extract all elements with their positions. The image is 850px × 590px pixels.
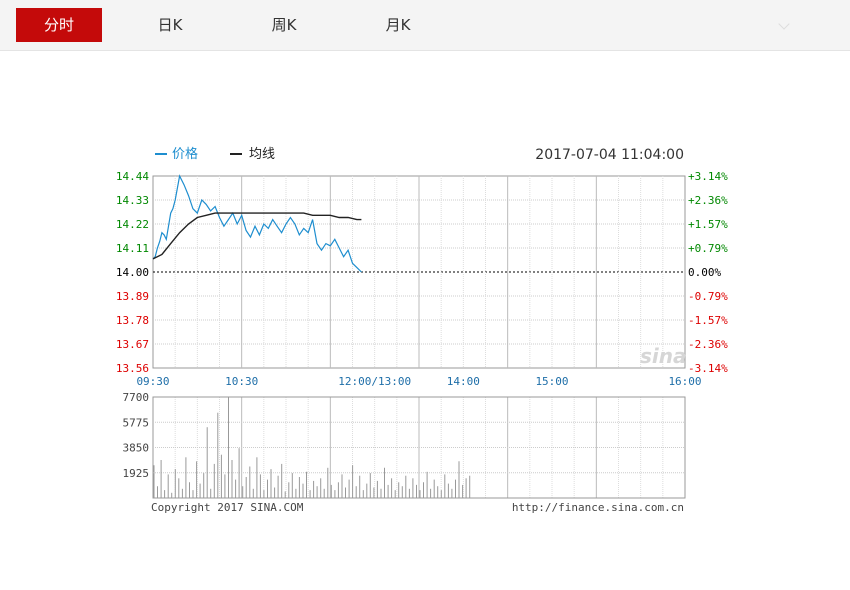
volume-tick-label: 5775 [123,416,150,429]
tab-daily-k[interactable]: 日K [157,16,183,34]
sina-watermark: sina [640,344,687,368]
y-right-tick-label: +3.14% [688,170,728,183]
tab-monthly-k[interactable]: 月K [385,16,411,34]
volume-tick-label: 7700 [123,391,150,404]
y-right-tick-label: -1.57% [688,314,728,327]
chevron-down-icon[interactable] [778,18,790,30]
y-tick-label: 14.44 [116,170,149,183]
source-url-text: http://finance.sina.com.cn [512,501,684,514]
y-tick-label: 14.33 [116,194,149,207]
y-right-tick-label: +1.57% [688,218,728,231]
volume-tick-label: 1925 [123,467,150,480]
x-tick-label: 09:30 [136,375,169,388]
x-tick-label: 14:00 [447,375,480,388]
y-right-tick-label: -2.36% [688,338,728,351]
y-tick-label: 14.00 [116,266,149,279]
x-tick-label: 12:00/13:00 [338,375,411,388]
chart-datetime: 2017-07-04 11:04:00 [535,147,684,163]
y-tick-label: 13.89 [116,290,149,303]
y-right-tick-label: 0.00% [688,266,721,279]
tab-weekly-k[interactable]: 周K [271,16,297,34]
y-tick-label: 13.78 [116,314,149,327]
average-line [152,212,362,260]
y-right-tick-label: +2.36% [688,194,728,207]
price-line [152,174,362,273]
legend-avg-label: 均线 [249,147,275,162]
x-tick-label: 10:30 [225,375,258,388]
copyright-text: Copyright 2017 SINA.COM [151,501,304,514]
y-tick-label: 14.22 [116,218,149,231]
chart-legend: 价格 均线 2017-07-04 11:04:00 [155,146,684,163]
volume-tick-label: 3850 [123,442,150,455]
legend-price-label: 价格 [172,146,198,162]
y-tick-label: 13.67 [116,338,149,351]
y-tick-label: 13.56 [116,362,149,375]
volume-panel-frame [152,396,686,499]
tab-intraday[interactable]: 分时 [16,8,102,42]
y-tick-label: 14.11 [116,242,149,255]
y-right-tick-label: -3.14% [688,362,728,375]
x-tick-label: 16:00 [668,375,701,388]
x-tick-label: 15:00 [535,375,568,388]
chart-tab-bar: 分时 日K 周K 月K [0,0,850,51]
y-right-tick-label: -0.79% [688,290,728,303]
y-right-tick-label: +0.79% [688,242,728,255]
price-panel-frame [152,175,686,369]
